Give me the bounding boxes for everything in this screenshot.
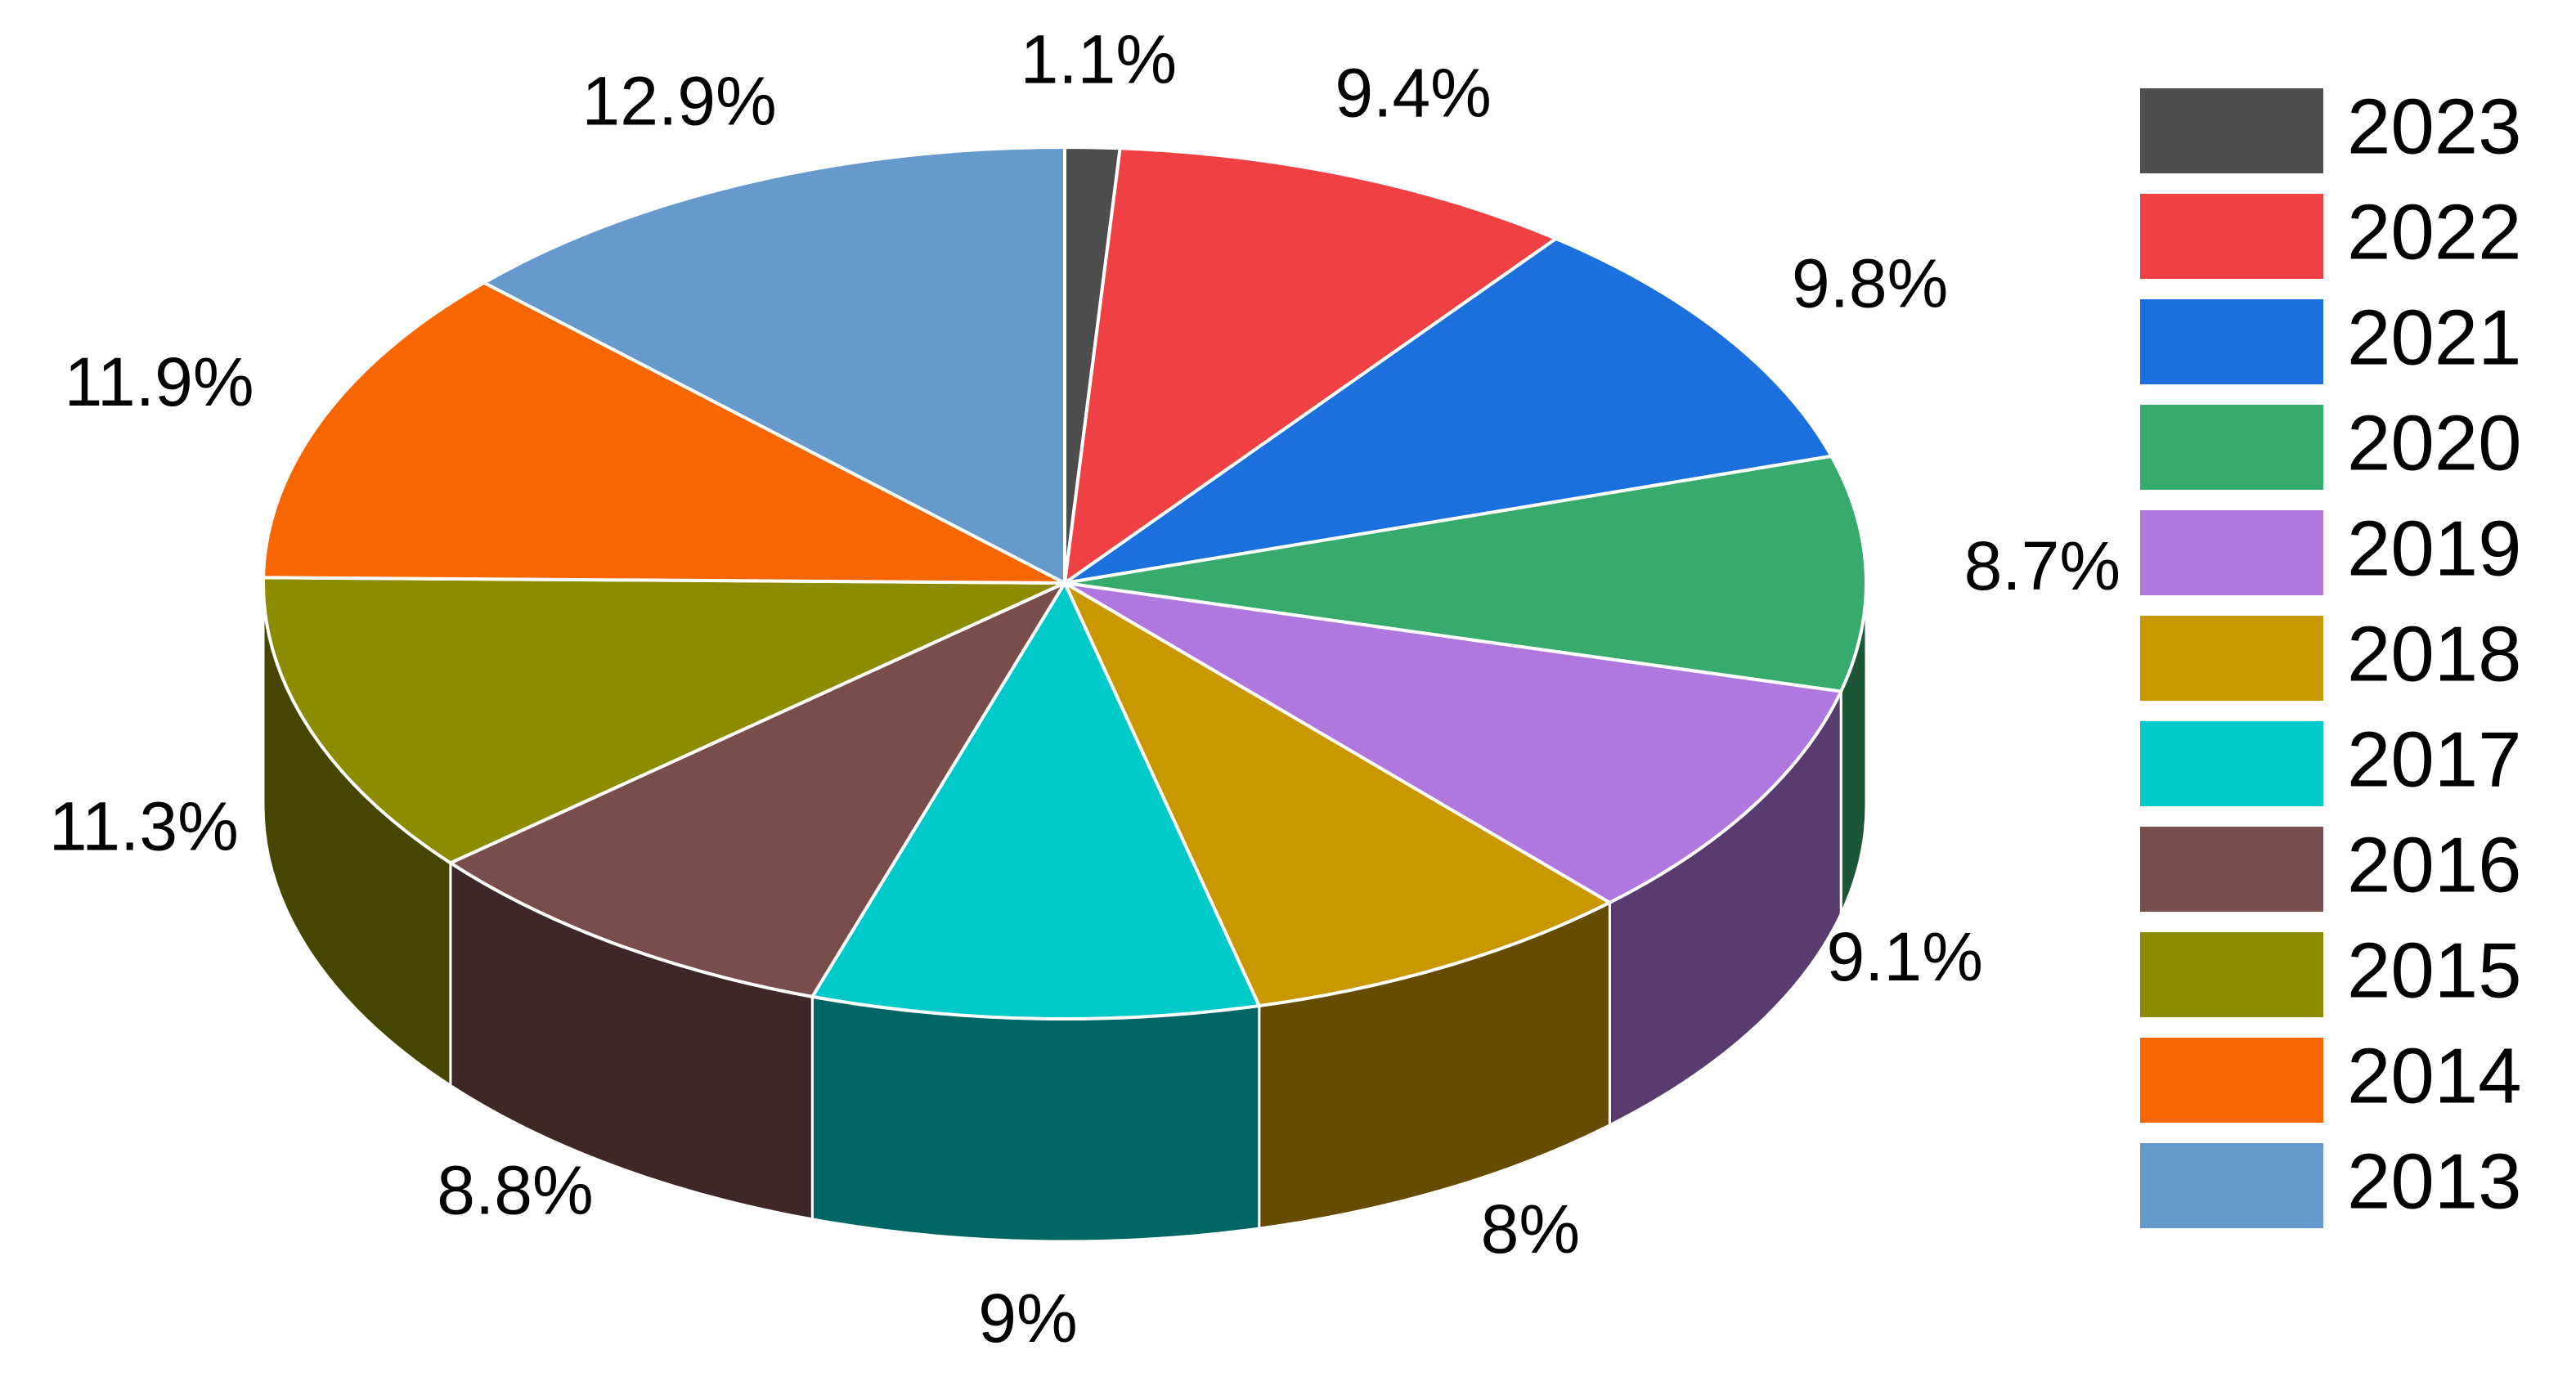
data-label: 9.8% [1792,244,1948,321]
legend-swatch [2140,405,2323,490]
slice [1064,454,1868,693]
slice [447,579,1070,999]
data-label: 1.1% [1021,20,1177,97]
legend-swatch [2140,194,2323,279]
data-label: 11.9% [65,343,254,420]
data-label: 9.4% [1335,55,1491,132]
legend-label: 2015 [2347,926,2522,1014]
slice [1061,579,1613,1008]
data-label: 9% [978,1280,1077,1357]
legend-swatch [2140,299,2323,384]
data-label: 11.3% [49,787,239,864]
legend-swatch [2140,932,2323,1017]
legend-swatch [2140,721,2323,806]
data-label: 9.1% [1826,918,1982,995]
legend-swatch [2140,88,2323,173]
legend-label: 2013 [2347,1137,2522,1225]
legend-label: 2019 [2347,505,2522,592]
data-label: 8.8% [437,1152,593,1229]
data-label: 8% [1481,1191,1580,1267]
legend-swatch [2140,616,2323,701]
slice [1062,146,1560,587]
legend-label: 2023 [2347,83,2522,170]
legend-label: 2022 [2347,188,2522,276]
legend-label: 2018 [2347,610,2522,697]
legend-swatch [2140,827,2323,912]
legend-label: 2016 [2347,821,2522,908]
slice [1063,236,1834,585]
slice [480,145,1066,586]
legend-label: 2017 [2347,715,2522,803]
slice [262,280,1066,585]
slice [262,576,1066,865]
legend-swatch [2140,1038,2323,1123]
legend-label: 2020 [2347,399,2522,487]
legend-label: 2021 [2347,294,2522,381]
slice [810,579,1262,1020]
slice-side [810,995,1261,1243]
legend-label: 2014 [2347,1032,2522,1119]
data-label: 12.9% [582,62,777,139]
slice [1063,581,1844,905]
data-label: 8.7% [1964,527,2120,604]
legend-swatch [2140,510,2323,595]
legend-swatch [2140,1143,2323,1228]
